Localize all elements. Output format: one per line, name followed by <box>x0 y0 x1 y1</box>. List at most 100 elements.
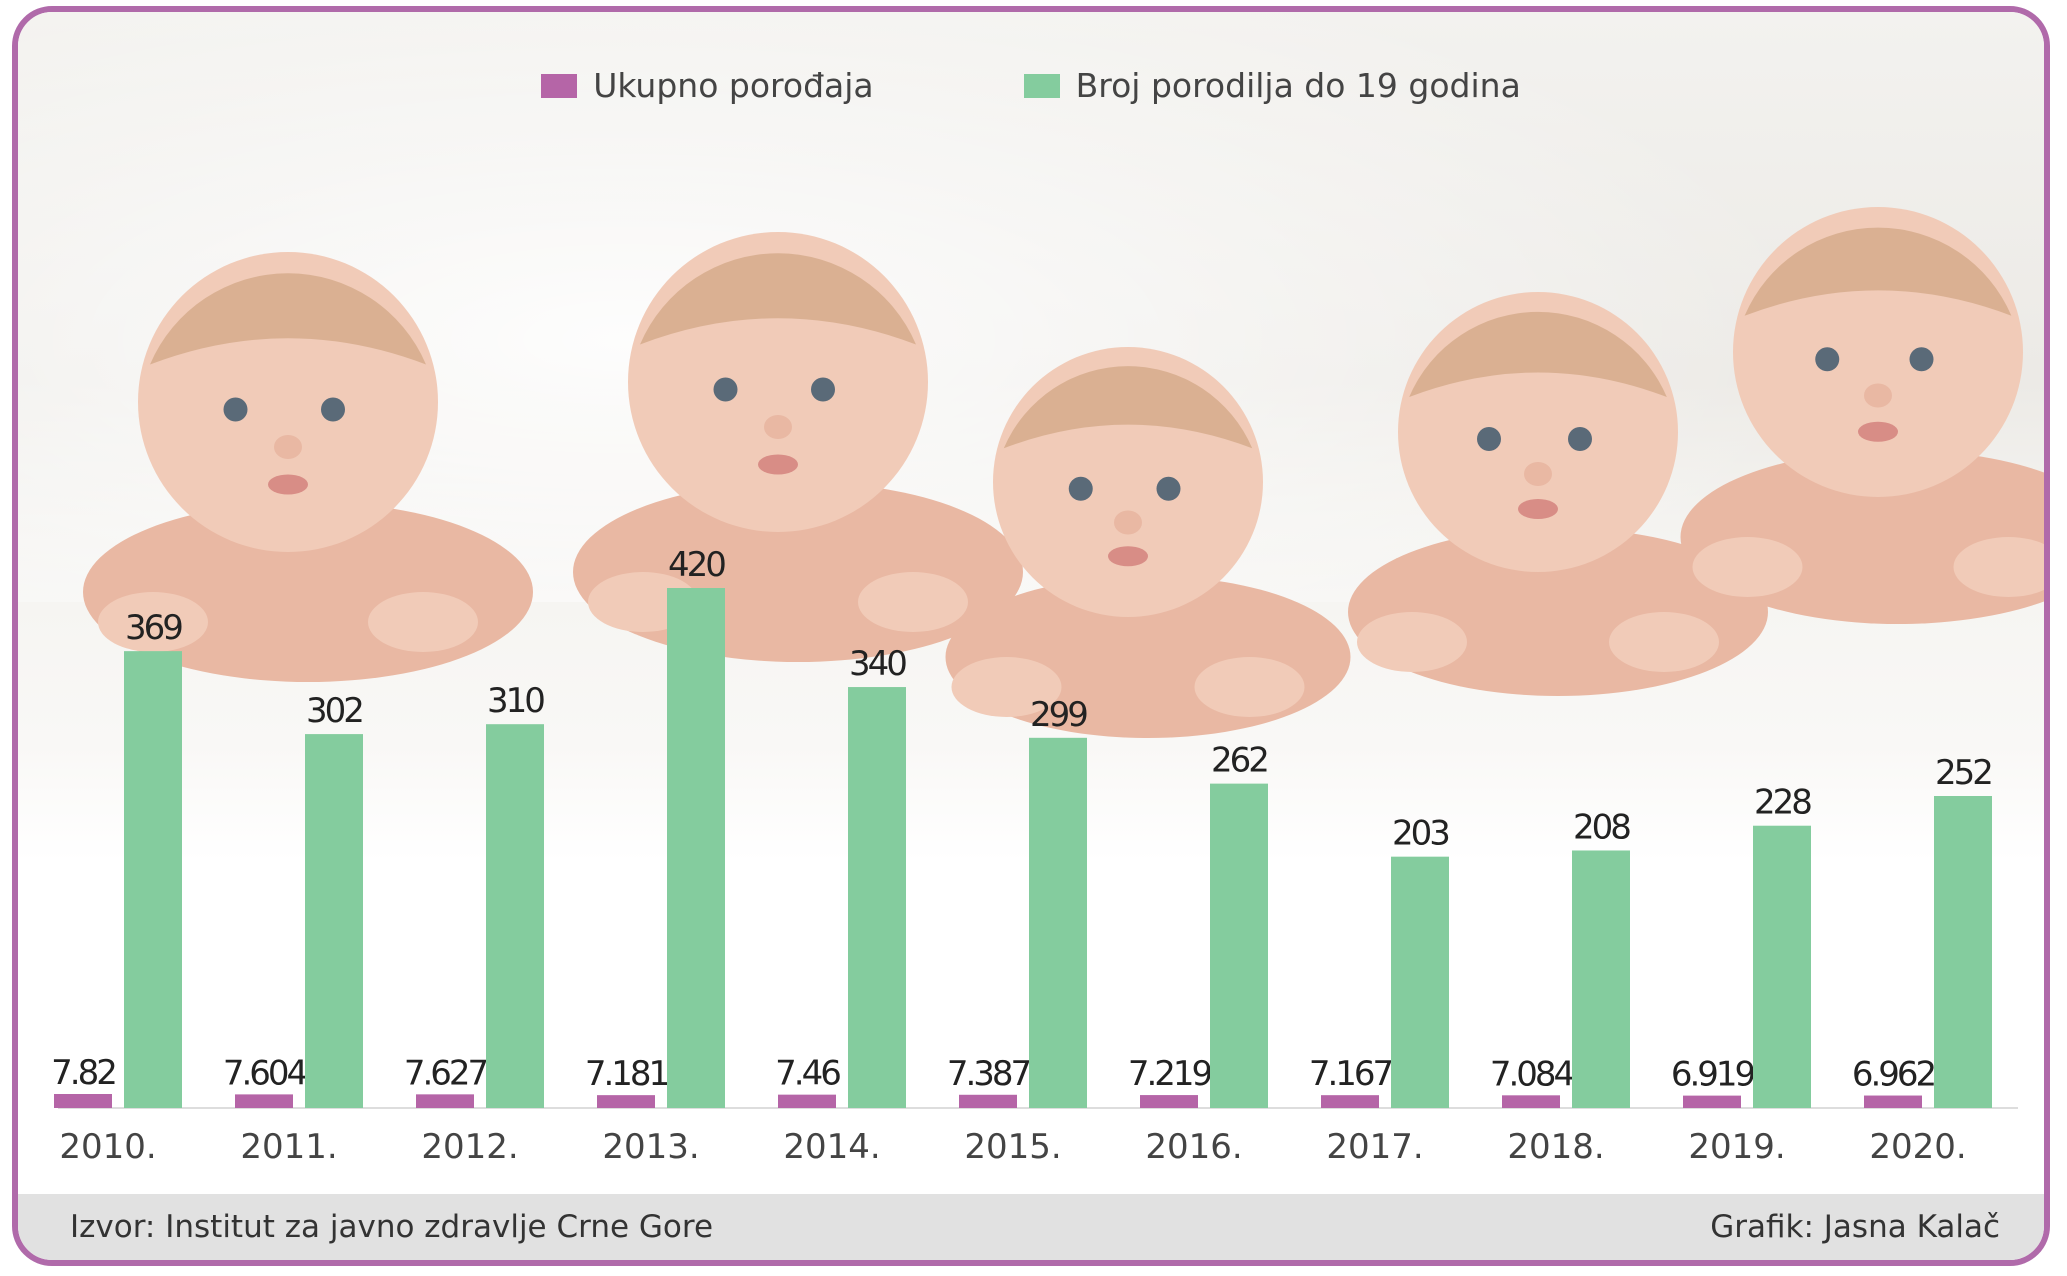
x-tick-label: 2011. <box>240 1127 337 1167</box>
baby-eye <box>1815 347 1840 372</box>
baby-hand <box>1194 657 1305 717</box>
data-label-teen: 310 <box>487 681 544 721</box>
baby-nose <box>274 435 302 459</box>
data-label-teen: 369 <box>125 608 182 648</box>
legend-swatch-teen <box>1023 73 1060 98</box>
baby-hand <box>1357 612 1467 672</box>
babies-illustration <box>83 207 2044 738</box>
data-label-teen: 203 <box>1392 814 1448 854</box>
bar-total <box>1140 1095 1198 1108</box>
data-label-total: 7.627 <box>404 1053 487 1093</box>
baby-eye <box>1909 347 1934 372</box>
baby-eye <box>1568 427 1592 451</box>
baby-eye <box>1156 476 1181 501</box>
bar-teen <box>1753 825 1811 1108</box>
data-label-teen: 420 <box>668 545 725 585</box>
bar-total <box>1683 1095 1741 1108</box>
bar-teen <box>667 588 725 1108</box>
baby-eye <box>811 377 835 402</box>
data-label-total: 7.181 <box>585 1054 668 1094</box>
baby-nose <box>1864 383 1892 408</box>
data-label-teen: 252 <box>1935 753 1991 793</box>
baby-mouth <box>1858 421 1898 442</box>
background-photo <box>18 12 2044 862</box>
baby-hair <box>1744 227 2012 316</box>
bar-total <box>1864 1095 1922 1108</box>
footer: Izvor: Institut za javno zdravlje Crne G… <box>18 1194 2044 1260</box>
source-note: Izvor: Institut za javno zdravlje Crne G… <box>70 1209 714 1245</box>
x-tick-label: 2013. <box>602 1127 699 1167</box>
legend: Ukupno porođaja Broj porodilja do 19 god… <box>18 66 2044 105</box>
baby <box>1680 207 2044 624</box>
baby-hair <box>1003 366 1253 449</box>
chart-frame: 7.82 369 2010. 7.604 302 2011. 7.627 310 2012. 7.… <box>12 6 2050 1266</box>
bar-teen <box>1210 783 1268 1108</box>
baby-eye <box>1068 476 1093 501</box>
baby-nose <box>764 415 792 439</box>
legend-item-teen: Broj porodilja do 19 godina <box>1023 66 1521 105</box>
bar-teen <box>1391 856 1449 1108</box>
bar-total <box>778 1094 836 1108</box>
data-label-total: 7.219 <box>1128 1054 1212 1094</box>
baby <box>83 252 533 682</box>
bar-total <box>416 1094 474 1108</box>
baby-mouth <box>1518 499 1558 519</box>
data-label-total: 7.387 <box>947 1054 1030 1094</box>
baby-mouth <box>1108 546 1148 567</box>
data-label-teen: 299 <box>1030 695 1087 735</box>
baby-eye <box>321 397 345 422</box>
x-tick-label: 2015. <box>964 1127 1061 1167</box>
baby-nose <box>1524 462 1552 486</box>
bar-total <box>235 1094 293 1108</box>
data-label-teen: 262 <box>1211 741 1267 781</box>
legend-label-teen: Broj porodilja do 19 godina <box>1075 66 1521 105</box>
bar-total <box>597 1095 655 1108</box>
data-label-teen: 208 <box>1573 807 1630 847</box>
x-tick-label: 2020. <box>1869 1127 1966 1167</box>
baby-hair <box>640 253 916 345</box>
bar-teen <box>486 724 544 1108</box>
baby-hand <box>1953 537 2044 597</box>
baby-mouth <box>758 454 798 475</box>
bar-total <box>1502 1095 1560 1108</box>
baby-hand <box>858 572 968 632</box>
baby-nose <box>1114 510 1142 535</box>
data-label-teen: 340 <box>849 644 906 684</box>
legend-item-total: Ukupno porođaja <box>541 66 874 105</box>
baby-hand <box>98 592 208 652</box>
baby-hair <box>1409 311 1667 397</box>
bar-teen <box>848 687 906 1108</box>
baby <box>945 347 1351 738</box>
bar-chart: 7.82 369 2010. 7.604 302 2011. 7.627 310 2012. 7.… <box>51 545 2018 1167</box>
baby-hand <box>368 592 478 652</box>
bar-teen <box>1572 850 1630 1108</box>
data-label-teen: 302 <box>306 691 362 731</box>
x-tick-label: 2019. <box>1688 1127 1785 1167</box>
baby <box>1348 292 1768 696</box>
bar-total <box>959 1094 1017 1108</box>
baby-eye <box>713 377 738 402</box>
data-label-total: 7.46 <box>775 1054 840 1094</box>
bar-teen <box>124 651 182 1108</box>
x-tick-label: 2016. <box>1145 1127 1242 1167</box>
x-tick-label: 2012. <box>421 1127 518 1167</box>
data-label-total: 7.167 <box>1309 1054 1392 1094</box>
bar-total <box>1321 1095 1379 1108</box>
baby-hair <box>150 273 426 365</box>
baby <box>573 232 1023 662</box>
baby-eye <box>1477 427 1501 451</box>
x-tick-label: 2010. <box>59 1127 156 1167</box>
bar-total <box>54 1094 112 1108</box>
data-label-total: 7.82 <box>51 1053 115 1093</box>
legend-label-total: Ukupno porođaja <box>593 66 874 105</box>
data-label-total: 7.084 <box>1490 1054 1574 1094</box>
baby-mouth <box>268 474 308 495</box>
legend-swatch-total <box>541 73 578 98</box>
x-tick-label: 2014. <box>783 1127 880 1167</box>
x-tick-label: 2017. <box>1326 1127 1423 1167</box>
data-label-total: 7.604 <box>223 1053 307 1093</box>
bar-teen <box>1934 796 1992 1108</box>
x-tick-label: 2018. <box>1507 1127 1604 1167</box>
data-label-total: 6.962 <box>1852 1055 1935 1095</box>
baby-hand <box>1692 537 1803 597</box>
